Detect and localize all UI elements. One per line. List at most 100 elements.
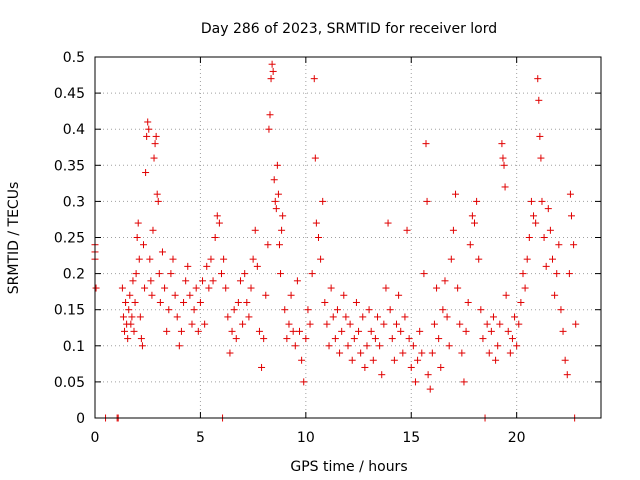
data-point [327,284,335,292]
data-point [344,342,352,350]
data-point [119,313,127,321]
data-point [155,270,163,278]
data-point [130,327,138,335]
x-axis: 0 5 10 15 20 [91,57,526,446]
data-point [414,356,422,364]
data-point [163,327,171,335]
data-point [124,335,132,343]
data-point [348,356,356,364]
data-point [559,327,567,335]
data-point [283,335,291,343]
data-point [426,385,434,393]
data-point [249,255,257,263]
data-point [336,349,344,357]
data-point [236,277,244,285]
data-point [222,284,230,292]
y-tick-label: 0.25 [54,231,85,247]
data-point [133,234,141,241]
data-point [537,154,545,162]
data-point [180,298,188,306]
data-point [458,349,466,357]
data-point [498,140,506,148]
data-point [462,327,470,335]
data-point [138,342,146,350]
data-point [477,306,485,314]
chart-title: Day 286 of 2023, SRMTID for receiver lor… [201,21,497,37]
data-point [361,363,369,371]
y-tick-label: 0 [76,411,85,427]
data-point [182,277,190,285]
data-point [203,262,211,270]
data-point [262,291,270,299]
data-point [224,313,232,321]
data-point [135,255,143,263]
data-point [566,190,574,198]
y-axis: 0 0.05 0.1 0.15 0.2 0.25 0.3 0.35 0.4 0.45 0.5 [54,50,601,427]
data-point [397,327,405,335]
data-point [275,241,283,249]
data-point [572,320,580,328]
data-point [156,298,164,306]
data-point [218,270,225,278]
data-point [445,342,453,350]
y-axis-label: SRMTID / TECUs [6,182,22,295]
data-point [525,234,533,241]
data-point [220,255,228,263]
data-point [145,125,153,133]
data-point [199,277,207,285]
data-point [466,241,474,249]
data-point [441,277,449,285]
data-point [139,241,147,249]
data-point [542,262,550,270]
data-point [239,320,247,328]
data-point [251,226,259,234]
data-point [271,197,279,205]
data-point [268,60,276,68]
data-point [121,327,129,335]
data-point [492,356,500,364]
data-point [424,371,432,379]
plot-frame [94,56,602,419]
data-point [296,327,304,335]
data-point [549,255,557,263]
data-point [291,342,299,350]
data-point [570,241,578,249]
data-point [532,219,540,227]
data-point [317,255,325,263]
data-point [150,154,158,162]
data-point [409,342,417,350]
data-point [454,284,462,292]
data-point [405,335,413,343]
y-tick-label: 0.15 [54,303,85,319]
data-point [148,291,156,299]
data-point [511,313,519,321]
data-point [319,197,327,205]
data-point [137,335,145,343]
data-point [92,284,100,292]
y-tick-label: 0.35 [54,158,85,174]
data-point [255,327,263,335]
data-point [340,291,348,299]
data-point [359,313,367,321]
data-point [298,356,306,364]
data-point [555,241,563,249]
data-point [561,356,569,364]
data-point [557,306,565,314]
data-point [479,335,487,343]
data-point [312,219,320,227]
data-point [241,270,249,278]
x-tick-label: 10 [297,430,315,446]
y-tick-label: 0.05 [54,375,85,391]
data-point [371,335,379,343]
data-point [194,327,202,335]
data-point [530,212,538,220]
data-point [422,140,430,148]
data-point [245,313,253,321]
data-point [118,284,126,292]
data-point [274,190,282,198]
data-point [122,298,130,306]
data-point [333,306,341,314]
data-point [534,75,542,83]
data-point [306,320,314,328]
